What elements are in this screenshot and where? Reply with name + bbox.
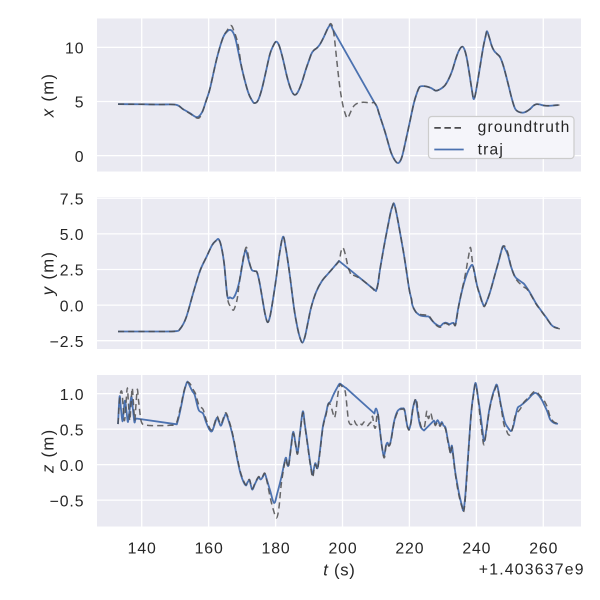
svg-text:5: 5 — [75, 95, 85, 112]
svg-text:−2.5: −2.5 — [50, 334, 85, 351]
svg-text:220: 220 — [395, 541, 424, 558]
svg-text:160: 160 — [195, 541, 224, 558]
svg-text:240: 240 — [462, 541, 491, 558]
svg-text:180: 180 — [262, 541, 291, 558]
svg-text:5.0: 5.0 — [60, 227, 85, 244]
svg-text:traj: traj — [478, 141, 504, 158]
svg-text:140: 140 — [128, 541, 157, 558]
svg-text:groundtruth: groundtruth — [478, 119, 571, 136]
svg-text:y (m): y (m) — [38, 251, 57, 297]
svg-text:z (m): z (m) — [38, 429, 57, 475]
svg-text:1.0: 1.0 — [60, 387, 85, 404]
svg-text:0.5: 0.5 — [60, 422, 85, 439]
svg-text:260: 260 — [529, 541, 558, 558]
svg-text:0: 0 — [75, 149, 85, 166]
svg-text:x (m): x (m) — [38, 73, 57, 119]
svg-text:200: 200 — [328, 541, 357, 558]
svg-text:0.0: 0.0 — [60, 458, 85, 475]
svg-text:0.0: 0.0 — [60, 298, 85, 315]
svg-text:t (s): t (s) — [323, 561, 355, 580]
svg-text:2.5: 2.5 — [60, 263, 85, 280]
svg-text:10: 10 — [65, 41, 84, 58]
svg-text:+1.403637e9: +1.403637e9 — [479, 562, 585, 579]
svg-text:−0.5: −0.5 — [50, 493, 85, 510]
svg-text:7.5: 7.5 — [60, 191, 85, 208]
